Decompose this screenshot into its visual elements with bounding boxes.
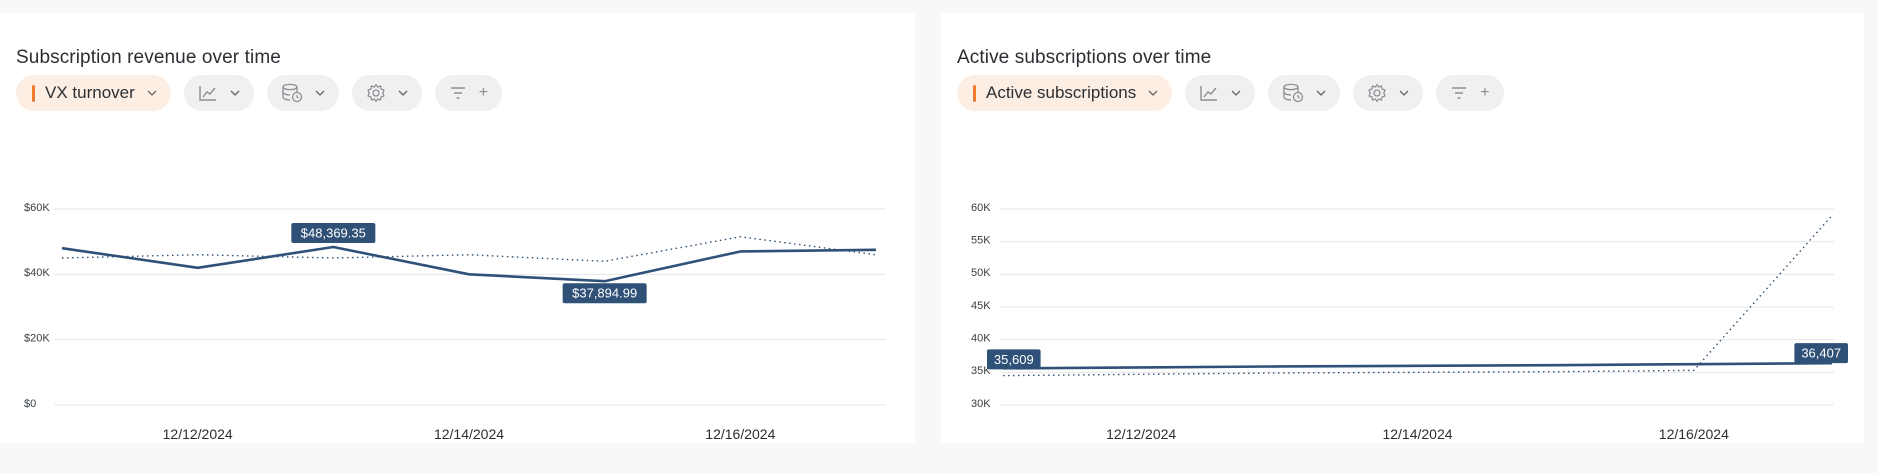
- y-tick-label: 45K: [971, 300, 991, 312]
- x-tick-label: 12/14/2024: [1382, 426, 1452, 442]
- x-tick-label: 12/14/2024: [434, 426, 504, 442]
- x-tick-label: 12/12/2024: [163, 426, 233, 442]
- chevron-down-icon: [1148, 90, 1158, 96]
- chart-toolbar: Active subscriptions +: [957, 75, 1504, 111]
- add-filter-button[interactable]: +: [1436, 75, 1504, 111]
- value-badge-label: 36,407: [1801, 346, 1841, 361]
- y-tick-label: 60K: [971, 202, 991, 214]
- comparison-series-line: [61, 236, 877, 262]
- value-badge: 35,609: [987, 349, 1041, 370]
- y-tick-label: $0: [24, 398, 36, 410]
- value-badge: $48,369.35: [291, 222, 376, 243]
- panel-title: Active subscriptions over time: [957, 47, 1212, 68]
- metric-color-bar: [973, 84, 976, 102]
- y-tick-label: 30K: [971, 398, 991, 410]
- x-tick-label: 12/12/2024: [1106, 426, 1176, 442]
- y-tick-label: $60K: [24, 202, 50, 214]
- current-series-line: [61, 245, 877, 283]
- revenue-line-chart: $0 $20K $40K $60K 12/12/2024 12/14/2024 12/16/…: [24, 202, 886, 442]
- x-tick-label: 12/16/2024: [705, 426, 775, 442]
- revenue-panel: Subscription revenue over time VX turnov…: [0, 13, 915, 443]
- y-tick-label: $20K: [24, 333, 50, 345]
- y-tick-label: 35K: [971, 365, 991, 377]
- metric-selector[interactable]: VX turnover: [16, 75, 171, 111]
- metric-label: VX turnover: [45, 83, 135, 102]
- chevron-down-icon: [1399, 90, 1409, 96]
- value-badge-label: $48,369.35: [301, 225, 366, 240]
- settings-button[interactable]: [351, 75, 422, 111]
- panel-title: Subscription revenue over time: [16, 47, 281, 68]
- database-clock-icon: [282, 83, 302, 103]
- data-source-button[interactable]: [1268, 75, 1341, 111]
- add-filter-button[interactable]: +: [434, 75, 503, 111]
- chevron-down-icon: [1231, 90, 1241, 96]
- subscriptions-panel: Active subscriptions over time Active su…: [941, 13, 1864, 443]
- x-tick-label: 12/16/2024: [1659, 426, 1729, 442]
- chart-type-button[interactable]: [183, 75, 254, 111]
- metric-color-bar: [32, 84, 35, 102]
- chevron-down-icon: [315, 90, 325, 96]
- filter-icon: [450, 87, 465, 99]
- chevron-down-icon: [398, 90, 408, 96]
- value-badge: $37,894.99: [562, 283, 647, 304]
- value-badge-bg: [987, 349, 1041, 370]
- y-tick-label: $40K: [24, 267, 50, 279]
- chart-toolbar: VX turnover +: [16, 75, 503, 111]
- gear-icon: [367, 83, 385, 103]
- value-badge: 36,407: [1794, 343, 1848, 364]
- value-badge-bg: [562, 283, 647, 304]
- y-tick-label: 55K: [971, 235, 991, 247]
- filter-icon: [1452, 87, 1467, 99]
- value-badge-bg: [291, 222, 376, 243]
- subscriptions-line-chart: 30K 35K 40K 45K 50K 55K 60K 12/12/2024 12/14/202…: [971, 202, 1848, 442]
- settings-button[interactable]: [1353, 75, 1424, 111]
- data-source-button[interactable]: [266, 75, 339, 111]
- line-chart-icon: [1200, 86, 1218, 101]
- chevron-down-icon: [230, 90, 240, 96]
- plus-icon: +: [478, 84, 489, 101]
- value-badge-label: $37,894.99: [572, 286, 637, 301]
- chevron-down-icon: [1316, 90, 1326, 96]
- plus-icon: +: [1480, 84, 1490, 101]
- metric-selector[interactable]: Active subscriptions: [957, 75, 1173, 111]
- comparison-series-line: [1002, 215, 1833, 377]
- y-tick-label: 40K: [971, 333, 991, 345]
- current-series-line: [1002, 361, 1833, 370]
- chevron-down-icon: [147, 90, 157, 96]
- y-tick-label: 50K: [971, 267, 991, 279]
- chart-type-button[interactable]: [1185, 75, 1256, 111]
- value-badge-bg: [1794, 343, 1848, 364]
- metric-label: Active subscriptions: [986, 83, 1137, 102]
- gear-icon: [1368, 83, 1386, 103]
- database-clock-icon: [1283, 83, 1304, 103]
- line-chart-icon: [199, 86, 216, 101]
- value-badge-label: 35,609: [994, 352, 1034, 367]
